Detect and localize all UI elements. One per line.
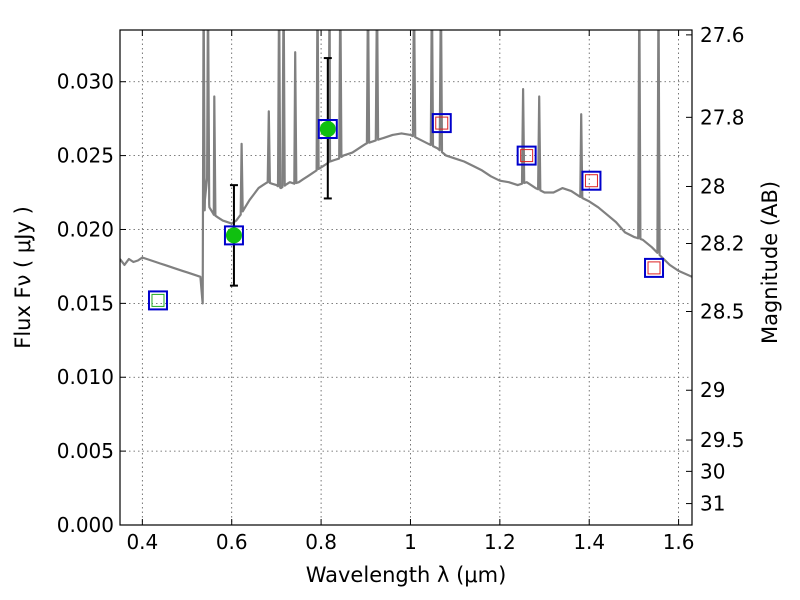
blue-square-marker — [223, 225, 244, 246]
x-tick-label: 1.4 — [573, 530, 605, 554]
grid-lines — [120, 30, 692, 526]
ticks-layer: 0.4 0.6 0.8 1 1.2 1.4 1.6 0.000 0.005 0.010 0.015 0… — [57, 23, 745, 554]
y-tick-label: 0.010 — [57, 365, 114, 389]
blue-square-marker — [317, 119, 338, 139]
right-tick-label: 28 — [700, 174, 725, 198]
right-tick-label: 27.8 — [700, 105, 745, 129]
plot-frame — [119, 29, 693, 526]
red-square-marker — [647, 261, 661, 275]
right-tick-label: 31 — [700, 492, 725, 516]
y-tick-label: 0.005 — [57, 439, 114, 463]
x-tick-label: 1 — [404, 530, 417, 554]
right-tick-label: 27.6 — [700, 23, 745, 47]
x-axis-label: Wavelength λ (μm) — [306, 563, 507, 587]
blue-square-marker — [516, 145, 537, 166]
x-tick-label: 0.6 — [216, 530, 248, 554]
right-tick-label: 30 — [700, 459, 725, 483]
spectrum-layer — [120, 30, 692, 305]
y-tick-label: 0.020 — [57, 217, 114, 241]
spectrum-line — [120, 30, 692, 305]
y-tick-label: 0.000 — [57, 513, 114, 537]
y-tick-label: 0.030 — [57, 70, 114, 94]
data-point-filled — [225, 227, 242, 244]
x-tick-label: 0.4 — [126, 530, 158, 554]
y-axis-label: Flux Fν ( μJy ) — [11, 206, 35, 349]
red-square-marker — [584, 174, 598, 188]
right-tick-label: 28.5 — [700, 299, 745, 323]
green-square-marker — [151, 293, 165, 307]
blue-square-marker — [644, 257, 665, 278]
data-point-filled — [319, 121, 336, 137]
points-layer — [147, 57, 665, 311]
x-tick-label: 1.2 — [484, 530, 516, 554]
x-tick-label: 0.8 — [305, 530, 337, 554]
right-axis-label: Magnitude (AB) — [758, 181, 782, 344]
blue-square-marker — [147, 290, 168, 311]
x-tick-label: 1.6 — [663, 530, 695, 554]
y-tick-label: 0.025 — [57, 144, 114, 168]
right-tick-label: 29.5 — [700, 428, 745, 452]
red-square-marker — [520, 149, 534, 163]
red-square-marker — [435, 116, 449, 130]
y-tick-label: 0.015 — [57, 291, 114, 315]
blue-square-marker — [431, 113, 452, 134]
right-tick-label: 29 — [700, 378, 725, 402]
blue-square-marker — [581, 170, 602, 191]
right-tick-label: 28.2 — [700, 232, 745, 256]
